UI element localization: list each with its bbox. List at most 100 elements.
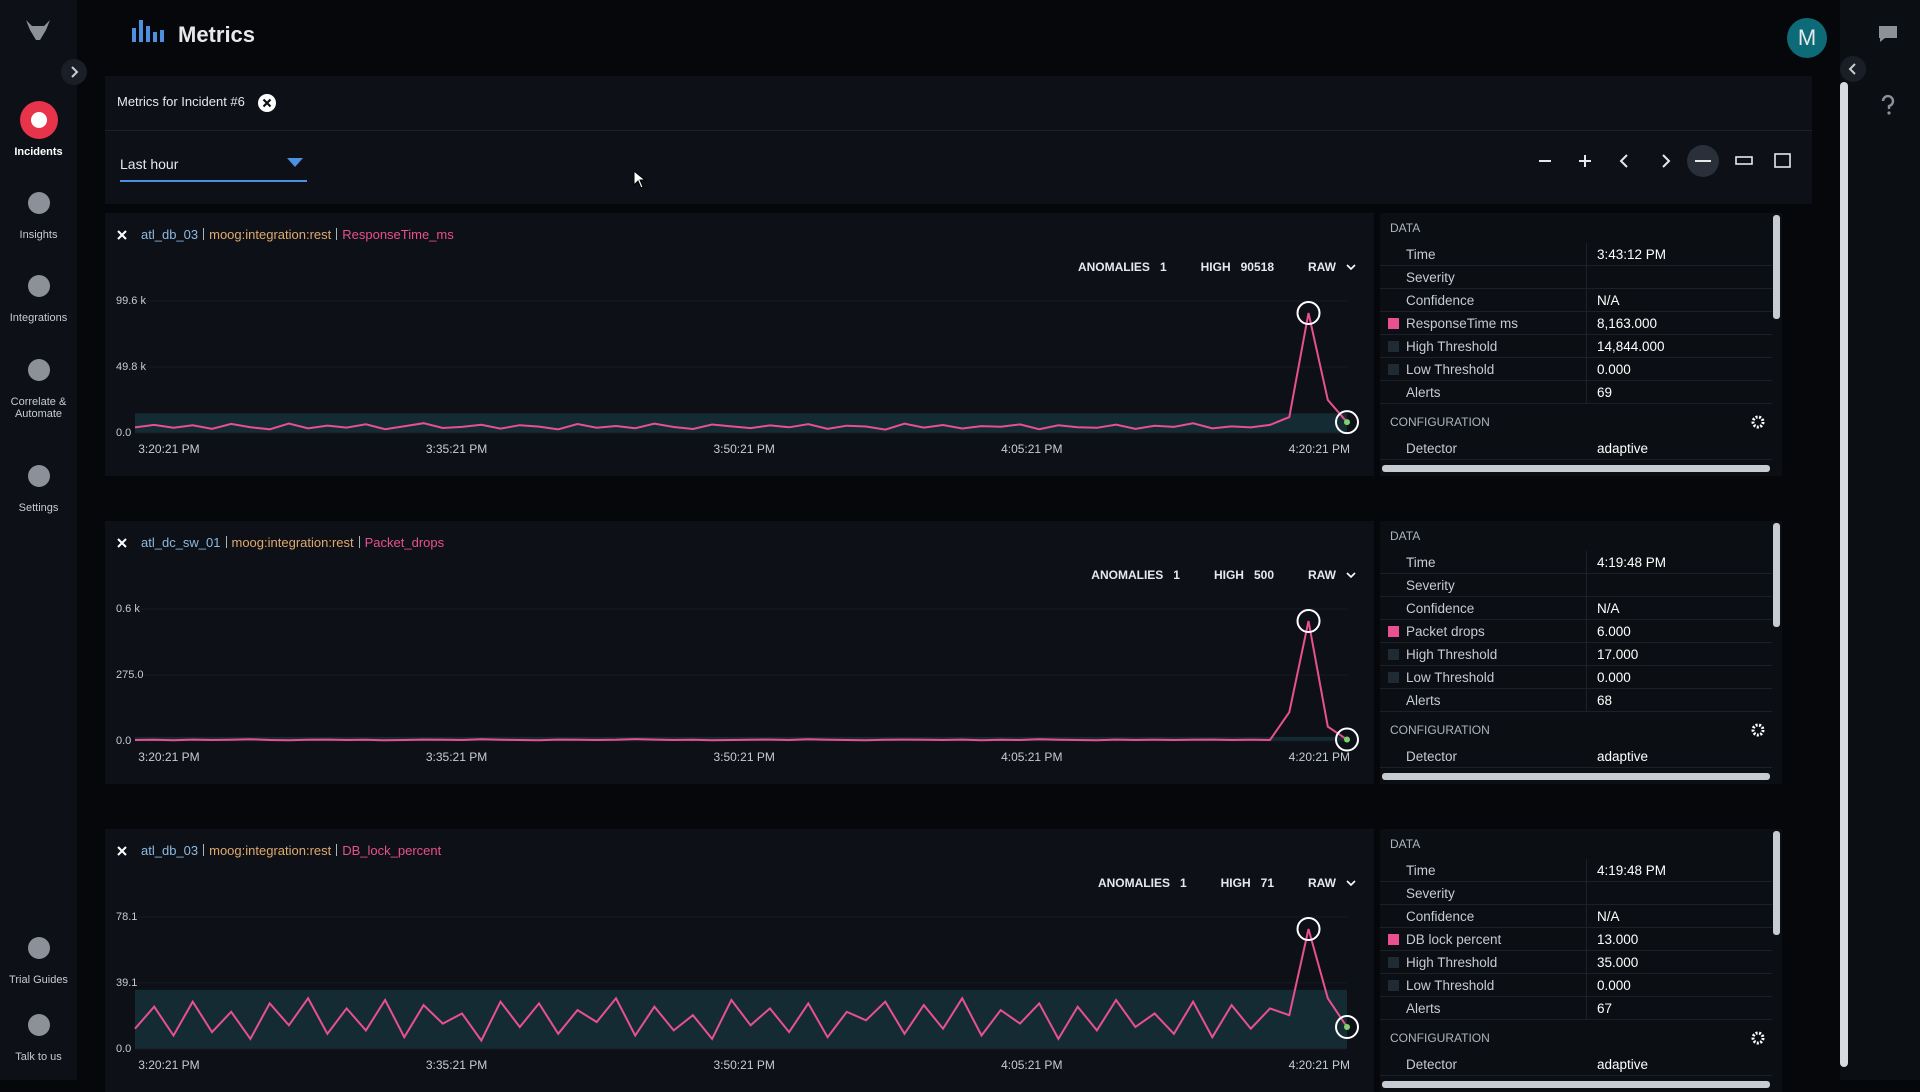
row-divider [1586, 381, 1587, 403]
nav-item[interactable]: Integrations [0, 266, 77, 324]
config-gear[interactable] [1751, 1031, 1765, 1045]
config-heading: CONFIGURATION [1390, 1031, 1490, 1045]
x-tick-label: 3:35:21 PM [426, 1058, 487, 1072]
row-value: 8,163.000 [1597, 316, 1658, 331]
data-row: Time 4:19:48 PM [1380, 551, 1772, 574]
nav-label: Incidents [14, 146, 63, 158]
row-value: adaptive [1597, 1057, 1649, 1072]
mode-chevron[interactable] [1346, 263, 1356, 271]
row-value: 17.000 [1597, 647, 1639, 662]
data-row: Severity [1380, 882, 1772, 905]
x-tick-label: 3:50:21 PM [713, 750, 774, 764]
metric-name: DB_lock_percent [342, 843, 442, 858]
row-value: 67 [1597, 1001, 1613, 1016]
row-label: Confidence [1406, 601, 1475, 616]
close-incident[interactable] [257, 93, 277, 113]
row-label: Detector [1406, 1057, 1458, 1072]
view-medium[interactable] [1735, 156, 1753, 165]
series-line [134, 928, 1348, 1043]
avatar[interactable]: M [1787, 18, 1827, 58]
range-value: Last hour [120, 156, 179, 172]
collapse-button[interactable] [1838, 54, 1868, 84]
row-divider [1586, 666, 1587, 688]
gear [1751, 415, 1765, 429]
h-scrollbar[interactable] [1382, 773, 1770, 780]
chat-icon[interactable] [1876, 22, 1900, 46]
expand-button[interactable] [60, 58, 88, 86]
data-row: Packet drops 6.000 [1380, 620, 1772, 643]
nav-icon [27, 275, 50, 297]
row-value: 13.000 [1597, 932, 1639, 947]
data-row: Severity [1380, 574, 1772, 597]
high-value: 90518 [1240, 260, 1274, 274]
h-scrollbar[interactable] [1382, 1081, 1770, 1088]
anomaly-marker[interactable] [1296, 301, 1321, 326]
anomaly-marker[interactable] [1335, 410, 1359, 435]
v-scrollbar[interactable] [1773, 523, 1780, 627]
x-tick-label: 3:20:21 PM [138, 1058, 199, 1072]
remove-metric[interactable] [116, 229, 128, 241]
help-icon[interactable] [1878, 94, 1898, 116]
config-gear[interactable] [1751, 723, 1765, 737]
icon-shape [30, 112, 47, 128]
data-row: Alerts 67 [1380, 997, 1772, 1020]
anomalies-count: 1 [1159, 260, 1167, 274]
config-row: Detector adaptive [1380, 1053, 1772, 1076]
nav-icon [19, 101, 58, 139]
nav-item[interactable]: Incidents [0, 100, 77, 158]
y-tick-label: 0.0 [116, 1043, 131, 1055]
anomaly-marker[interactable] [1296, 917, 1321, 941]
anomaly-marker[interactable] [1335, 727, 1359, 752]
nav-item[interactable]: Settings [0, 456, 77, 514]
data-row: Confidence N/A [1380, 597, 1772, 620]
nav-item[interactable]: Trial Guides [0, 928, 77, 986]
nav-icon [27, 1014, 50, 1036]
row-divider [1586, 974, 1587, 996]
row-value: adaptive [1597, 441, 1649, 456]
row-label: Alerts [1406, 1001, 1441, 1016]
anomaly-marker[interactable] [1296, 609, 1321, 633]
swatch [1388, 957, 1399, 968]
pan-right[interactable] [1662, 154, 1671, 168]
nav-item[interactable]: Insights [0, 183, 77, 241]
data-heading: DATA [1390, 837, 1421, 851]
x-icon [117, 230, 127, 240]
nav-icon [27, 937, 50, 959]
range-select[interactable]: Last hour [120, 156, 307, 182]
icon-shape [27, 1014, 50, 1036]
page-scrollbar[interactable] [1840, 82, 1848, 1067]
row-label: Confidence [1406, 293, 1475, 308]
row-divider [1586, 312, 1587, 334]
zoom-in[interactable] [1579, 155, 1591, 167]
high-value: 500 [1253, 568, 1274, 582]
nav-item[interactable]: Correlate & Automate [0, 350, 77, 420]
y-tick-label: 39.1 [116, 977, 137, 989]
v-scrollbar[interactable] [1773, 831, 1780, 935]
nav-item[interactable]: Talk to us [0, 1005, 77, 1063]
row-label: DB lock percent [1406, 932, 1502, 947]
config-gear[interactable] [1751, 415, 1765, 429]
row-label: ResponseTime ms [1406, 316, 1519, 331]
mode[interactable]: RAW [1308, 568, 1336, 582]
v-scrollbar[interactable] [1773, 215, 1780, 319]
data-row: DB lock percent 13.000 [1380, 928, 1772, 951]
row-value: 0.000 [1597, 978, 1631, 993]
view-large[interactable] [1774, 153, 1791, 168]
h-scrollbar[interactable] [1382, 465, 1770, 472]
current-point [1344, 419, 1350, 426]
row-label: Detector [1406, 441, 1458, 456]
nav-label: Integrations [9, 312, 68, 324]
mode-chevron[interactable] [1346, 571, 1356, 579]
row-label: Severity [1406, 578, 1455, 593]
mode[interactable]: RAW [1308, 876, 1336, 890]
high-label: HIGH [1213, 568, 1244, 582]
remove-metric[interactable] [116, 845, 128, 857]
pan-left[interactable] [1619, 154, 1628, 168]
row-divider [1586, 905, 1587, 927]
row-label: Time [1406, 247, 1436, 262]
anomaly-marker[interactable] [1335, 1015, 1359, 1040]
remove-metric[interactable] [116, 537, 128, 549]
mode-chevron[interactable] [1346, 879, 1356, 887]
mode[interactable]: RAW [1308, 260, 1336, 274]
row-divider [1586, 551, 1587, 573]
